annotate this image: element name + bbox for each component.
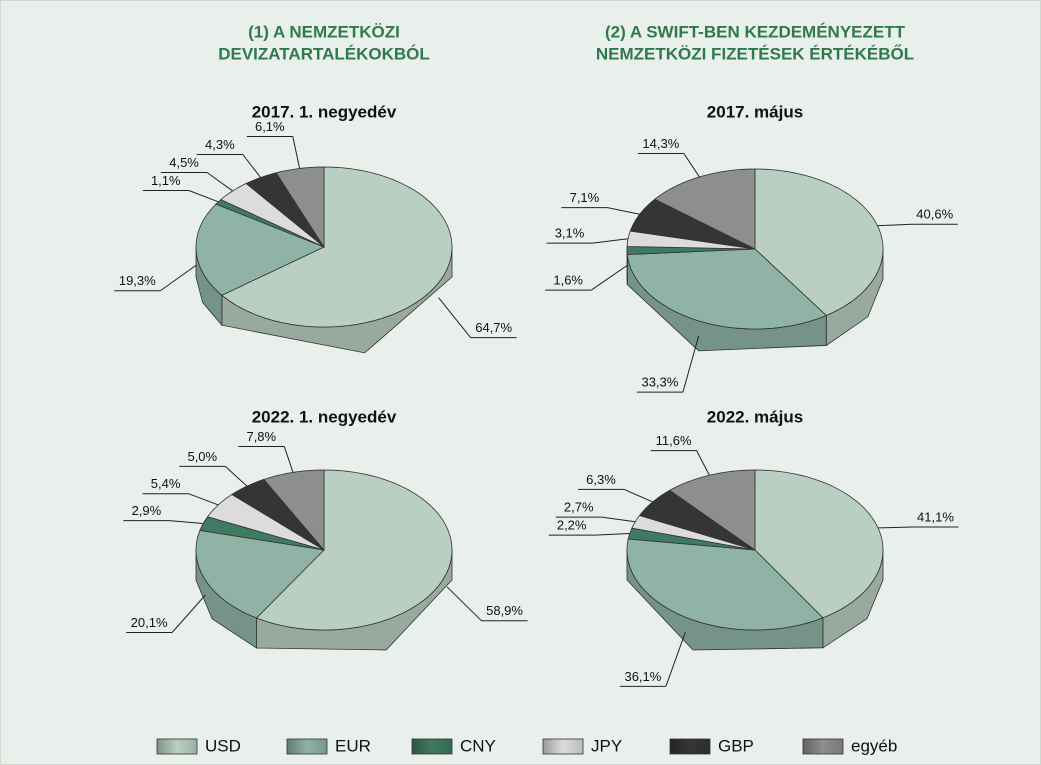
leader-line	[169, 520, 204, 525]
legend-swatch	[802, 738, 844, 755]
column-title: (2) A SWIFT-BEN KEZDEMÉNYEZETT	[605, 22, 906, 41]
pie-title: 2017. május	[707, 102, 803, 121]
data-label: 6,3%	[586, 472, 616, 487]
leader-line	[206, 172, 233, 192]
leader-line	[696, 450, 710, 476]
slice	[195, 530, 325, 619]
data-label: 4,3%	[205, 137, 235, 152]
leader-line	[171, 594, 206, 633]
slice	[199, 516, 325, 551]
legend-label: CNY	[460, 736, 496, 755]
leader-line	[283, 446, 294, 473]
legend-swatch	[156, 738, 198, 755]
leader-line	[665, 631, 686, 687]
pie-title: 2017. 1. negyedév	[252, 102, 397, 121]
data-label: 1,6%	[553, 273, 583, 288]
column-title: NEMZETKÖZI FIZETÉSEK ÉRTÉKÉBŐL	[596, 44, 914, 63]
column-title: DEVIZATARTALÉKOKBÓL	[218, 44, 430, 63]
data-label: 4,5%	[169, 155, 199, 170]
legend-swatch	[669, 738, 711, 755]
slice	[263, 469, 325, 552]
slice	[638, 489, 756, 551]
slice	[220, 183, 325, 248]
leader-line	[878, 526, 913, 529]
data-label: 40,6%	[916, 207, 953, 222]
legend-swatch	[286, 738, 328, 755]
pie	[626, 168, 884, 352]
legend-label: EUR	[335, 736, 371, 755]
slice	[231, 478, 325, 551]
data-label: 33,3%	[641, 375, 678, 390]
leader-line	[594, 533, 630, 536]
pie	[195, 166, 453, 354]
data-label: 3,1%	[555, 226, 585, 241]
slice	[626, 248, 828, 330]
data-label: 11,6%	[656, 433, 692, 448]
leader-line	[224, 466, 248, 487]
slice	[668, 469, 756, 551]
data-label: 5,0%	[187, 449, 217, 464]
data-label: 58,9%	[486, 603, 523, 618]
legend-swatch	[542, 738, 584, 755]
leader-line	[683, 153, 700, 178]
leader-line	[292, 136, 301, 169]
leader-line	[682, 335, 700, 393]
data-label: 14,3%	[642, 136, 679, 151]
slice	[195, 203, 326, 296]
data-label: 20,1%	[131, 615, 168, 630]
leader-line	[446, 586, 482, 622]
pie-title: 2022. 1. negyedév	[252, 407, 397, 426]
data-label: 1,1%	[151, 173, 181, 188]
pie	[195, 469, 453, 651]
legend-label: GBP	[718, 736, 754, 755]
leader-line	[623, 488, 653, 503]
data-label: 6,1%	[255, 119, 285, 134]
legend-swatch	[411, 738, 453, 755]
data-label: 2,7%	[564, 500, 594, 515]
slice	[654, 168, 756, 250]
data-label: 64,7%	[475, 320, 512, 335]
slice	[631, 515, 756, 551]
slice	[221, 166, 453, 328]
leader-line	[607, 207, 640, 215]
legend-label: egyéb	[851, 736, 897, 755]
leader-line	[592, 238, 629, 244]
leader-line	[601, 516, 636, 523]
data-label: 7,1%	[570, 190, 600, 205]
pie	[626, 469, 884, 651]
column-title: (1) A NEMZETKÖZI	[248, 22, 400, 41]
data-label: 7,8%	[246, 429, 276, 444]
leader-line	[590, 265, 628, 291]
slice	[626, 538, 824, 631]
data-label: 41,1%	[917, 509, 954, 524]
leader-line	[877, 223, 912, 227]
slice	[629, 198, 756, 250]
legend-label: JPY	[591, 736, 622, 755]
legend-label: USD	[205, 736, 241, 755]
data-label: 5,4%	[151, 476, 181, 491]
leader-line	[242, 154, 261, 178]
data-label: 2,9%	[132, 503, 162, 518]
slice	[275, 166, 325, 249]
leader-line	[188, 493, 219, 506]
slice	[255, 469, 453, 631]
data-label: 36,1%	[624, 669, 661, 684]
data-label: 2,2%	[557, 518, 587, 533]
pie-title: 2022. május	[707, 407, 803, 426]
leader-line	[160, 264, 197, 292]
data-label: 19,3%	[119, 273, 156, 288]
leader-line	[188, 190, 219, 203]
leader-line	[438, 297, 472, 338]
